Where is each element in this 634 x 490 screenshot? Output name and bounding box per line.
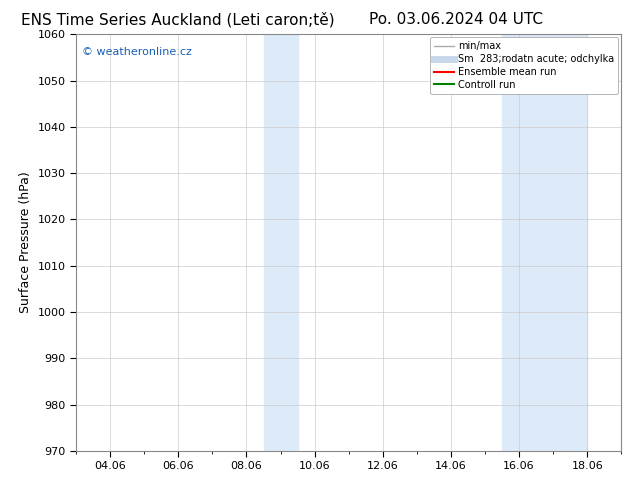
Text: Po. 03.06.2024 04 UTC: Po. 03.06.2024 04 UTC (370, 12, 543, 27)
Text: ENS Time Series Auckland (Leti caron;tě): ENS Time Series Auckland (Leti caron;tě) (21, 12, 334, 28)
Bar (264, 34, 297, 451)
Text: © weatheronline.cz: © weatheronline.cz (82, 47, 191, 57)
Bar (502, 34, 587, 451)
Legend: min/max, Sm  283;rodatn acute; odchylka, Ensemble mean run, Controll run: min/max, Sm 283;rodatn acute; odchylka, … (430, 37, 618, 94)
Y-axis label: Surface Pressure (hPa): Surface Pressure (hPa) (19, 172, 32, 314)
